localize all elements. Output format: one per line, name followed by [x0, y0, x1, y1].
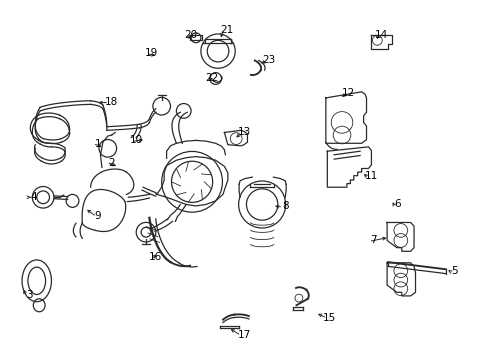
- Text: 16: 16: [149, 252, 163, 262]
- Text: 1: 1: [95, 139, 101, 149]
- Text: 9: 9: [95, 211, 101, 221]
- Text: 19: 19: [145, 48, 159, 58]
- Text: 7: 7: [370, 235, 377, 246]
- Text: 21: 21: [220, 24, 233, 35]
- Text: 5: 5: [451, 266, 458, 276]
- Text: 14: 14: [374, 30, 388, 40]
- Text: 2: 2: [108, 158, 115, 168]
- Text: 18: 18: [105, 96, 119, 107]
- Text: 8: 8: [282, 201, 289, 211]
- Text: 15: 15: [322, 312, 336, 323]
- Text: 22: 22: [205, 73, 219, 84]
- Text: 23: 23: [262, 55, 275, 66]
- Text: 17: 17: [237, 330, 251, 340]
- Text: 4: 4: [30, 192, 37, 202]
- Text: 12: 12: [342, 88, 356, 98]
- Text: 10: 10: [130, 135, 143, 145]
- Text: 13: 13: [237, 127, 251, 138]
- Text: 20: 20: [185, 30, 197, 40]
- Text: 6: 6: [394, 199, 401, 210]
- Text: 3: 3: [26, 290, 33, 300]
- Text: 11: 11: [365, 171, 378, 181]
